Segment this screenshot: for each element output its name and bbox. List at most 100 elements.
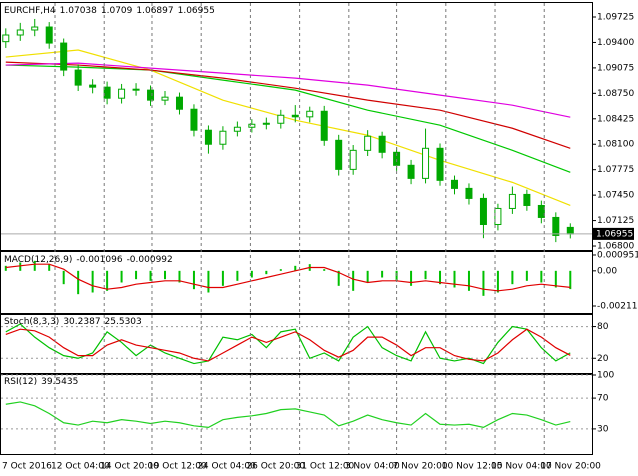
y-tick-label: 30 <box>597 424 609 434</box>
candle-body <box>147 89 155 101</box>
macd-bar <box>4 265 7 271</box>
series-line <box>5 401 571 428</box>
macd-bar <box>554 270 557 288</box>
y-tick-label: 1.07125 <box>597 216 634 226</box>
stoch-panel <box>0 314 593 374</box>
x-tick-label: 17 Nov 20:00 <box>540 462 601 472</box>
stoch-legend: Stoch(8,3,3) 30.2387 25.5303 <box>4 317 142 327</box>
macd-bar <box>120 270 123 283</box>
y-tick-label: 80 <box>597 322 609 332</box>
candle-body <box>89 84 97 88</box>
macd-bar <box>410 270 413 286</box>
macd-bar <box>48 264 51 271</box>
macd-bar <box>19 262 22 271</box>
macd-bar <box>381 270 384 278</box>
macd-bar <box>62 270 65 285</box>
x-tick-label: 7 Oct 2016 <box>2 462 52 472</box>
macd-bar <box>221 270 224 286</box>
macd-bar <box>569 270 572 290</box>
y-tick-label: 70 <box>597 394 609 404</box>
x-tick-label: 24 Oct 04:00 <box>197 462 256 472</box>
y-tick-label: 1.07775 <box>597 165 634 175</box>
candle-body <box>335 139 343 170</box>
macd-bar <box>149 270 152 281</box>
macd-bar <box>207 270 210 293</box>
macd-bar <box>482 270 485 296</box>
macd-bar <box>192 270 195 290</box>
current-price-label: 1.06955 <box>596 229 633 239</box>
candle-body <box>422 147 430 179</box>
candle-body <box>378 135 386 153</box>
candle-body <box>190 108 198 131</box>
y-tick-label: -0.00211 <box>597 302 637 312</box>
macd-legend: MACD(12,26,9) -0.001096 -0.000992 <box>4 255 173 265</box>
candle-body <box>2 34 10 43</box>
candle-body <box>537 204 545 218</box>
marks <box>1 3 592 454</box>
candle-body <box>60 42 68 71</box>
candle-body <box>132 88 140 91</box>
x-tick-label: 3 Nov 04:00 <box>345 462 400 472</box>
current-price-box <box>592 227 634 240</box>
series-line <box>5 49 571 206</box>
macd-bar <box>453 270 456 288</box>
macd-bar <box>250 270 253 278</box>
macd-bar <box>496 270 499 293</box>
series-line <box>5 263 571 292</box>
macd-bar <box>323 269 326 271</box>
candle-body <box>465 187 473 199</box>
macd-bar <box>352 270 355 291</box>
rsi-panel <box>0 374 593 455</box>
macd-bar <box>511 270 514 285</box>
y-tick-label: 1.09075 <box>597 63 634 73</box>
candle-body <box>233 126 241 132</box>
candle-body <box>552 216 560 236</box>
candle-body <box>262 122 270 125</box>
y-tick-label: 0.00 <box>597 266 617 276</box>
candle-body <box>161 96 169 101</box>
macd-bar <box>265 270 268 275</box>
y-tick-label: 1.06800 <box>597 242 634 252</box>
candle-body <box>523 193 531 206</box>
macd-bar <box>279 269 282 271</box>
candle-body <box>219 130 227 145</box>
macd-bar <box>236 270 239 281</box>
macd-bar <box>366 270 369 283</box>
macd-bar <box>91 270 94 293</box>
candle-body <box>204 129 212 145</box>
candle-body <box>479 197 487 225</box>
macd-bar <box>424 270 427 280</box>
candle-body <box>45 26 53 44</box>
candle-body <box>407 164 415 179</box>
y-tick-label: 1.09725 <box>597 12 634 22</box>
x-tick-label: 12 Oct 04:00 <box>51 462 110 472</box>
y-tick-label: 1.08750 <box>597 89 634 99</box>
candle-body <box>494 207 502 225</box>
macd-bar <box>467 270 470 291</box>
series-line <box>5 328 571 362</box>
candle-body <box>118 88 126 99</box>
macd-panel <box>0 251 593 314</box>
candle-body <box>320 110 328 141</box>
candle-body <box>364 135 372 151</box>
candle-body <box>103 86 111 99</box>
candle-body <box>74 69 82 86</box>
x-tick-label: 15 Nov 04:00 <box>491 462 552 472</box>
macd-bar <box>439 270 442 285</box>
y-tick-label: 1.09400 <box>597 38 634 48</box>
candle-body <box>31 26 39 31</box>
macd-bar <box>77 270 80 295</box>
x-tick-label: 14 Oct 20:00 <box>100 462 159 472</box>
candle-body <box>291 114 299 118</box>
price-panel <box>0 2 593 251</box>
macd-bar <box>164 270 167 280</box>
candle-body <box>566 226 574 235</box>
price-legend: EURCHF,H4 1.07038 1.0709 1.06897 1.06955 <box>4 6 215 16</box>
x-tick-label: 31 Oct 12:00 <box>296 462 355 472</box>
candle-body <box>349 149 357 170</box>
x-tick-label: 19 Oct 12:00 <box>148 462 207 472</box>
series-line <box>5 64 571 173</box>
candle-body <box>16 29 24 36</box>
